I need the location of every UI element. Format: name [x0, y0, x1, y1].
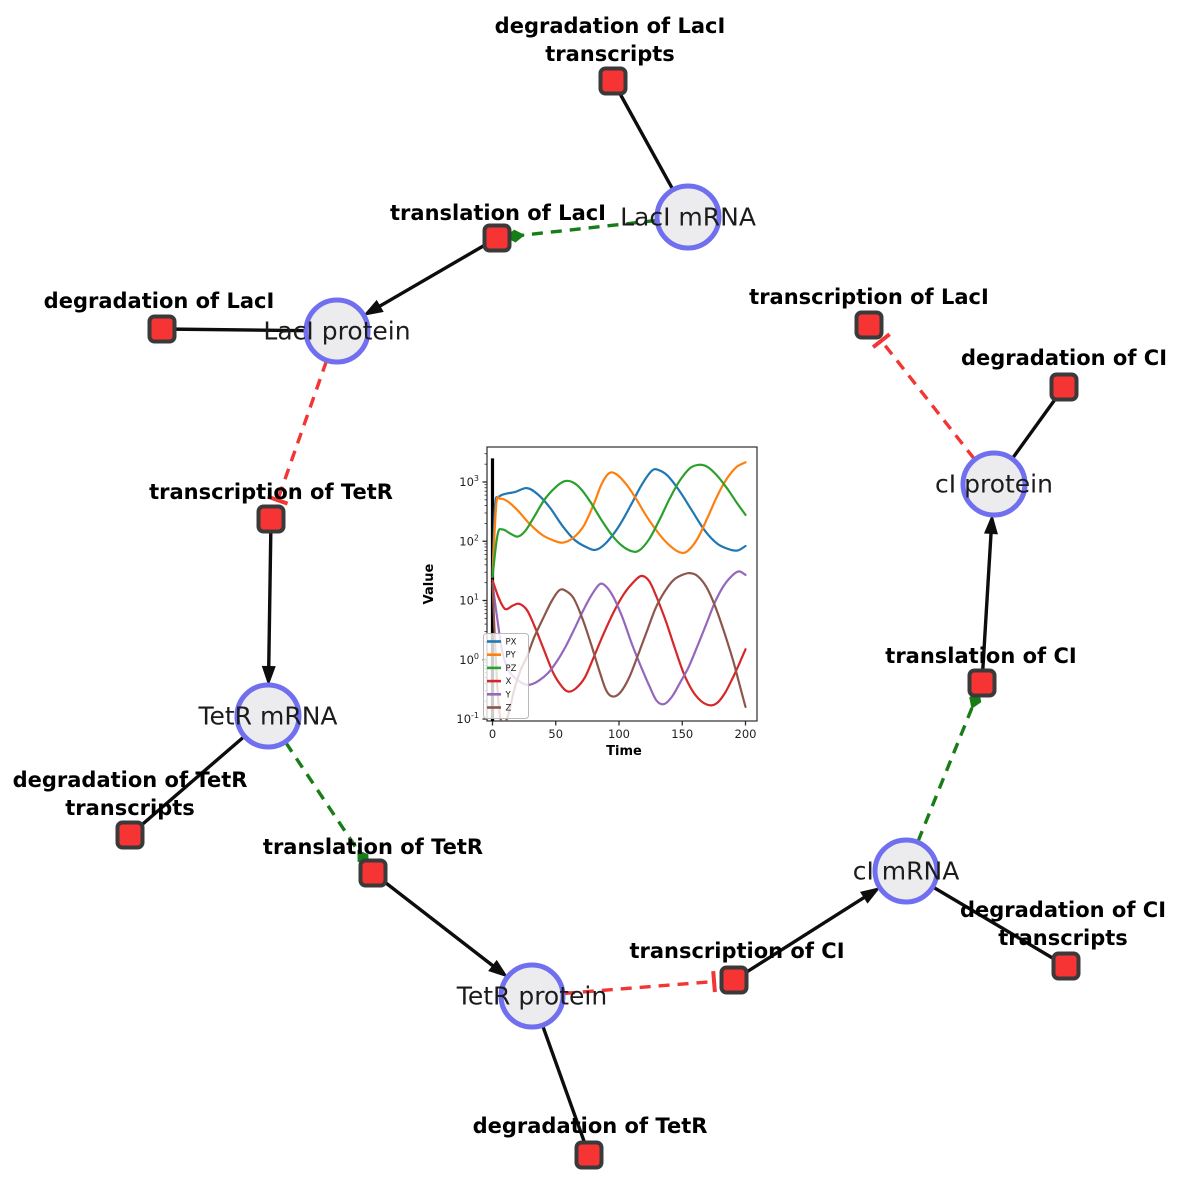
reaction-label-deg_laci_tx: transcripts [545, 42, 675, 66]
edge-ci_protein-transc_laci-tbar-icon [871, 332, 891, 349]
series-PY [491, 461, 747, 578]
reaction-label-transl_ci: translation of CI [885, 644, 1076, 668]
edge-laci_mrna-transl_laci [514, 218, 657, 238]
edge-ci_mrna-deg_ci_tx [931, 885, 1067, 968]
legend-label-PY: PY [506, 651, 517, 661]
reaction-label-deg_tetr_tx: transcripts [65, 796, 195, 820]
edge-tetr_protein-deg_tetr [540, 1024, 591, 1156]
y-axis-tick-label: 100 [459, 652, 479, 667]
reaction-label-deg_tetr_tx: degradation of TetR [13, 768, 248, 792]
y-axis-tick-label: 10-1 [456, 711, 479, 726]
edge-transc_tetr-tetr_mrna-arrowhead-icon [261, 665, 276, 687]
reaction-node-transl_ci [967, 668, 997, 698]
reaction-node-transc_laci [854, 310, 884, 340]
reaction-node-transl_laci [482, 223, 512, 253]
x-axis-tick-label: 150 [671, 727, 693, 741]
edge-tetr_mrna-transl_tetr [284, 741, 365, 859]
nodes-layer [115, 66, 1081, 1170]
reaction-node-transc_tetr [256, 504, 286, 534]
reaction-node-deg_ci [1049, 372, 1079, 402]
series-X [491, 574, 747, 707]
edge-transl_tetr-tetr_protein-arrowhead-icon [488, 959, 509, 978]
species-node-laci_protein [303, 297, 371, 365]
reaction-label-deg_tetr: degradation of TetR [473, 1114, 708, 1138]
reaction-label-transc_ci: transcription of CI [629, 939, 844, 963]
series-Z [491, 571, 747, 721]
species-node-ci_mrna [872, 837, 940, 905]
species-label-laci_mrna: LacI mRNA [620, 203, 756, 232]
x-axis-title: Time [606, 744, 642, 759]
edge-transc_ci-ci_mrna [733, 894, 869, 982]
legend-label-Z: Z [506, 704, 512, 714]
species-label-ci_protein: cI protein [935, 470, 1053, 499]
reaction-label-deg_ci: degradation of CI [961, 346, 1167, 370]
edge-tetr_protein-transc_ci-tbar-icon [711, 970, 717, 993]
edge-transl_laci-laci_protein [375, 236, 498, 310]
species-label-laci_protein: LacI protein [263, 317, 410, 346]
species-label-tetr_protein: TetR protein [456, 982, 607, 1011]
edge-laci_protein-transc_tetr [276, 360, 329, 501]
edge-laci_protein-deg_laci [161, 327, 307, 333]
edge-transc_tetr-tetr_mrna [267, 518, 273, 671]
reaction-node-deg_ci_tx [1051, 951, 1081, 981]
series-PZ [491, 463, 747, 578]
reaction-label-transl_laci: translation of LacI [390, 201, 606, 225]
reaction-node-deg_tetr [574, 1140, 604, 1170]
reaction-label-deg_laci: degradation of LacI [44, 289, 275, 313]
reaction-label-transc_laci: transcription of LacI [749, 285, 989, 309]
reaction-node-deg_tetr_tx [115, 820, 145, 850]
legend-label-PX: PX [506, 638, 517, 648]
labels-layer: LacI mRNA LacI protein TetR mRNA TetR prote… [13, 14, 1167, 1138]
species-node-tetr_mrna [234, 682, 302, 750]
reaction-node-transc_ci [719, 965, 749, 995]
reaction-label-deg_laci_tx: degradation of LacI [495, 14, 726, 38]
edge-transc_ci-ci_mrna-arrowhead-icon [860, 887, 881, 904]
species-label-ci_mrna: cI mRNA [853, 857, 960, 886]
reaction-node-deg_laci_tx [598, 66, 628, 96]
chart-legend: PX PY PZ XYZ [483, 633, 529, 719]
edge-transl_ci-ci_protein-arrowhead-icon [984, 513, 998, 535]
x-axis-tick-label: 200 [735, 727, 757, 741]
legend-label-PZ: PZ [506, 664, 517, 674]
edge-transl_ci-ci_protein [980, 529, 993, 684]
x-axis-tick-label: 50 [548, 727, 563, 741]
y-axis-title: Value [422, 563, 437, 604]
x-axis-tick-label: 100 [608, 727, 630, 741]
reaction-label-transc_tetr: transcription of TetR [149, 480, 393, 504]
species-node-laci_mrna [654, 183, 722, 251]
reaction-node-transl_tetr [358, 858, 388, 888]
y-axis-tick-label: 103 [459, 474, 479, 489]
chart-series-layer [490, 458, 747, 721]
edge-laci_mrna-deg_laci_tx [611, 80, 675, 191]
chart-frame [486, 446, 758, 722]
legend-label-Y: Y [505, 690, 512, 700]
species-label-tetr_mrna: TetR mRNA [197, 702, 337, 731]
reaction-node-deg_laci [147, 314, 177, 344]
legend-label-X: X [506, 677, 512, 687]
y-axis-tick-label: 102 [459, 533, 479, 548]
edge-transl_laci-laci_protein-arrowhead-icon [362, 299, 384, 316]
edge-transl_tetr-tetr_protein [371, 871, 497, 970]
edge-tetr_mrna-deg_tetr_tx [128, 734, 246, 837]
reaction-label-transl_tetr: translation of TetR [263, 835, 483, 859]
species-node-ci_protein [960, 450, 1028, 518]
edge-ci_mrna-transl_ci [916, 699, 977, 842]
reaction-label-deg_ci_tx: degradation of CI [960, 898, 1166, 922]
reaction-label-deg_ci_tx: transcripts [998, 926, 1128, 950]
edge-tetr_protein-transc_ci [563, 979, 715, 996]
x-axis-tick-label: 0 [489, 727, 496, 741]
y-axis-tick-label: 101 [459, 593, 479, 608]
edge-ci_protein-transc_laci [880, 339, 976, 460]
edge-laci_protein-transc_tetr-tbar-icon [267, 494, 289, 506]
species-node-tetr_protein [498, 962, 566, 1030]
